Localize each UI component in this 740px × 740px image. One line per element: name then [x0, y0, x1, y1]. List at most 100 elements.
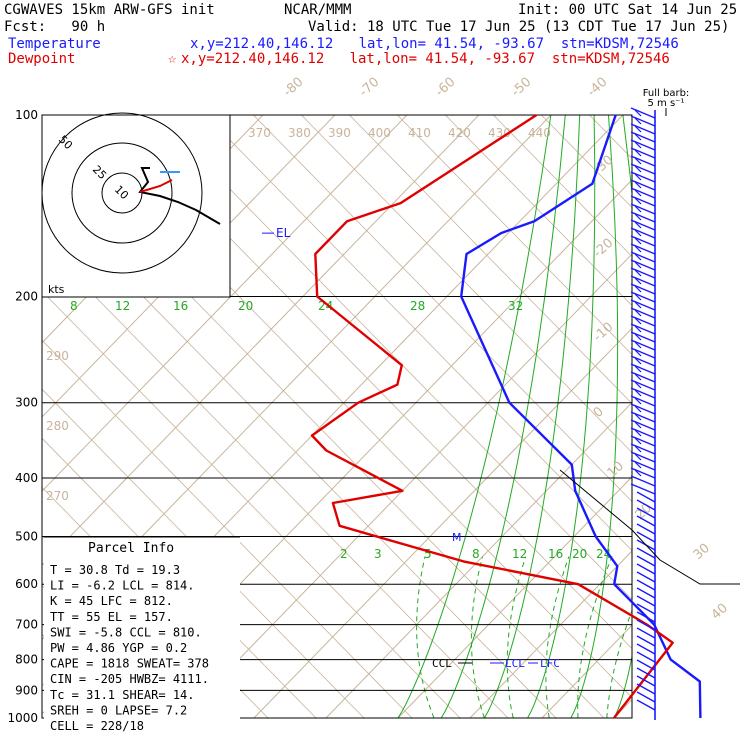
wind-barb: [630, 211, 656, 223]
wind-barb: [636, 515, 656, 527]
wind-barb: [630, 203, 656, 215]
wind-barb: [634, 189, 642, 197]
mixing-ratio-label: 20: [238, 299, 253, 313]
pressure-label-600: 600: [15, 577, 38, 591]
moist-adiabat-line: [681, 115, 740, 718]
mixing-ratio-line: [657, 557, 740, 718]
wind-barb: [636, 699, 656, 711]
wind-barb: [630, 387, 656, 399]
wind-barb: [634, 277, 642, 285]
wind-barb: [630, 339, 656, 351]
moist-adiabat-line: [637, 115, 681, 718]
wind-barb: [630, 131, 656, 143]
wind-scale-units: 5 m s⁻¹: [648, 98, 685, 109]
wind-barb: [634, 333, 642, 341]
wind-barb: [630, 443, 656, 455]
dry-adiabat-line: [252, 115, 632, 503]
wind-barb: [636, 571, 656, 583]
init-time: Init: 00 UTC Sat 14 Jun 25: [518, 2, 738, 18]
parcel-info-box: [44, 537, 240, 720]
wind-barb: [634, 301, 642, 309]
el-label: EL: [276, 226, 291, 240]
mixing-ratio-line: [416, 556, 435, 718]
theta-label: 440: [528, 126, 551, 140]
isotherm-label: 30: [691, 541, 713, 563]
forecast-hour: Fcst: 90 h: [4, 19, 106, 35]
wind-barb: [636, 643, 656, 655]
wind-barb: [630, 299, 656, 311]
dry-adiabat-line: [396, 115, 632, 356]
wind-barb: [634, 237, 642, 245]
dewpoint-profile: [310, 113, 674, 719]
parcel-info-row: TT = 55 EL = 157.: [50, 610, 173, 624]
wind-barb: [630, 155, 656, 167]
wind-barb: [634, 469, 642, 477]
wind-barb: [634, 357, 642, 365]
wind-barb: [630, 307, 656, 319]
dry-adiabat-line: [42, 241, 509, 718]
wind-barb: [636, 691, 656, 703]
wind-barb: [634, 165, 642, 173]
wind-barb: [630, 451, 656, 463]
theta-label: 290: [46, 349, 69, 363]
moist-adiabat-line: [652, 115, 718, 718]
moist-adiabat-line: [666, 115, 740, 718]
hodograph-units-label: kts: [48, 283, 65, 296]
hodograph-ring: [41, 112, 203, 274]
wind-barbs: [630, 107, 656, 720]
mixing-ratio-label: 12: [512, 547, 527, 561]
plot-frame: [41, 114, 633, 719]
wind-barb: [634, 341, 642, 349]
moist-adiabat-line: [613, 115, 632, 718]
wind-barb: [630, 107, 656, 119]
wind-barb: [630, 123, 656, 135]
wind-barb: [634, 205, 642, 213]
theta-label: 370: [248, 126, 271, 140]
theta-label: 280: [46, 419, 69, 433]
pressure-label-700: 700: [15, 618, 38, 632]
wind-scale-label: Full barb:: [643, 88, 690, 99]
wind-barb: [630, 163, 656, 175]
dry-adiabat-line: [540, 115, 632, 209]
mixing-ratio-line: [577, 556, 613, 718]
dry-adiabat-line: [156, 115, 632, 601]
wind-barb: [630, 267, 656, 279]
wind-barb: [636, 627, 656, 639]
wind-barb: [636, 547, 656, 559]
org-label: NCAR/MMM: [284, 2, 352, 18]
wind-barb: [634, 293, 642, 301]
wind-barb: [634, 453, 642, 461]
wind-barb: [630, 195, 656, 207]
pressure-label-800: 800: [15, 653, 38, 667]
moist-adiabat-line: [527, 115, 596, 718]
wind-barb: [636, 587, 656, 599]
dry-adiabat-line: [608, 85, 740, 718]
wind-barb: [634, 213, 642, 221]
wind-barb: [636, 611, 656, 623]
wind-barb: [634, 109, 642, 117]
wind-barb: [634, 325, 642, 333]
wind-barb: [636, 523, 656, 535]
wind-barb: [634, 381, 642, 389]
isotherm-label: 40: [709, 601, 731, 623]
moist-adiabat-line: [440, 115, 566, 718]
pressure-label-900: 900: [15, 683, 38, 697]
wind-barb: [630, 419, 656, 431]
isotherm-line: [253, 327, 632, 718]
wind-barb: [630, 219, 656, 231]
isotherm-line: [42, 115, 480, 567]
isotherm-line: [42, 115, 408, 492]
wind-barb: [630, 315, 656, 327]
isotherm-label: 0: [591, 404, 607, 421]
pressure-label-100: 100: [15, 108, 38, 122]
dewpoint-legend-label: Dewpoint: [8, 51, 76, 67]
mixing-ratio-label: 16: [173, 299, 188, 313]
dry-adiabat-line: [656, 85, 740, 718]
wind-barb: [636, 619, 656, 631]
isotherm-line: [181, 253, 632, 718]
mixing-ratio-label: 24: [318, 299, 333, 313]
wind-barb: [634, 397, 642, 405]
lfc-label: LFC: [540, 657, 560, 670]
